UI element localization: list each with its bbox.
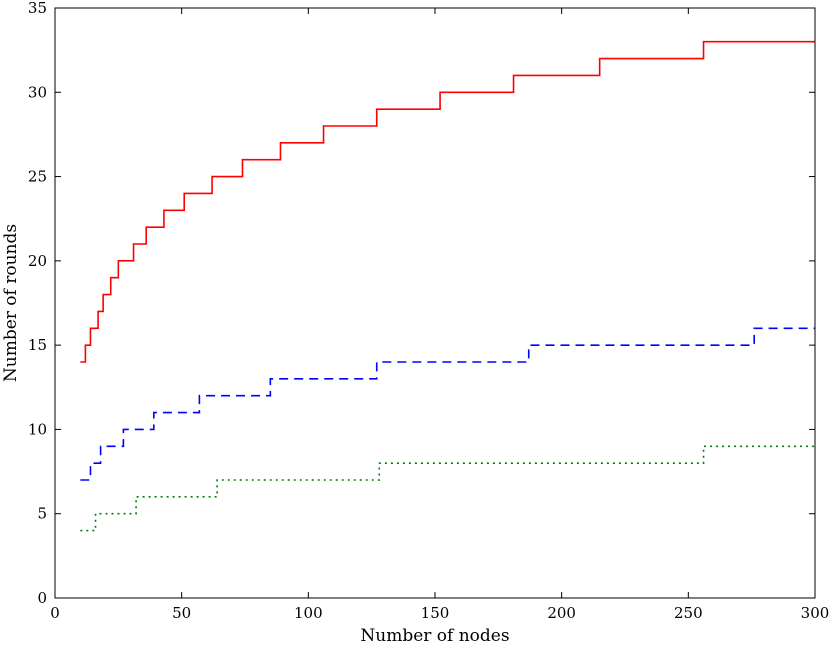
x-tick-label: 200 — [547, 604, 576, 622]
x-tick-label: 50 — [172, 604, 191, 622]
series-line-3 — [80, 445, 815, 532]
plot-frame — [54, 7, 816, 599]
y-tick-label: 35 — [28, 0, 47, 17]
x-tick-label: 150 — [421, 604, 450, 622]
ticks-layer: 0 50 100 150 200 250 300 0 5 10 15 20 25 30 35 — [28, 0, 829, 622]
x-axis-label: Number of nodes — [360, 626, 509, 646]
x-tick-label: 0 — [50, 604, 60, 622]
x-tick-label: 100 — [294, 604, 323, 622]
y-tick-label: 5 — [37, 505, 47, 523]
y-tick-label: 10 — [28, 420, 47, 438]
y-axis-label: Number of rounds — [1, 224, 21, 382]
series-line-1 — [80, 40, 815, 363]
y-tick-label: 15 — [28, 336, 47, 354]
y-tick-label: 25 — [28, 168, 47, 186]
series-layer — [80, 40, 815, 532]
y-tick-label: 0 — [37, 589, 47, 607]
x-tick-label: 300 — [801, 604, 830, 622]
x-tick-label: 250 — [674, 604, 703, 622]
series-line-2 — [80, 327, 815, 481]
y-tick-label: 20 — [28, 252, 47, 270]
y-tick-label: 30 — [28, 83, 47, 101]
